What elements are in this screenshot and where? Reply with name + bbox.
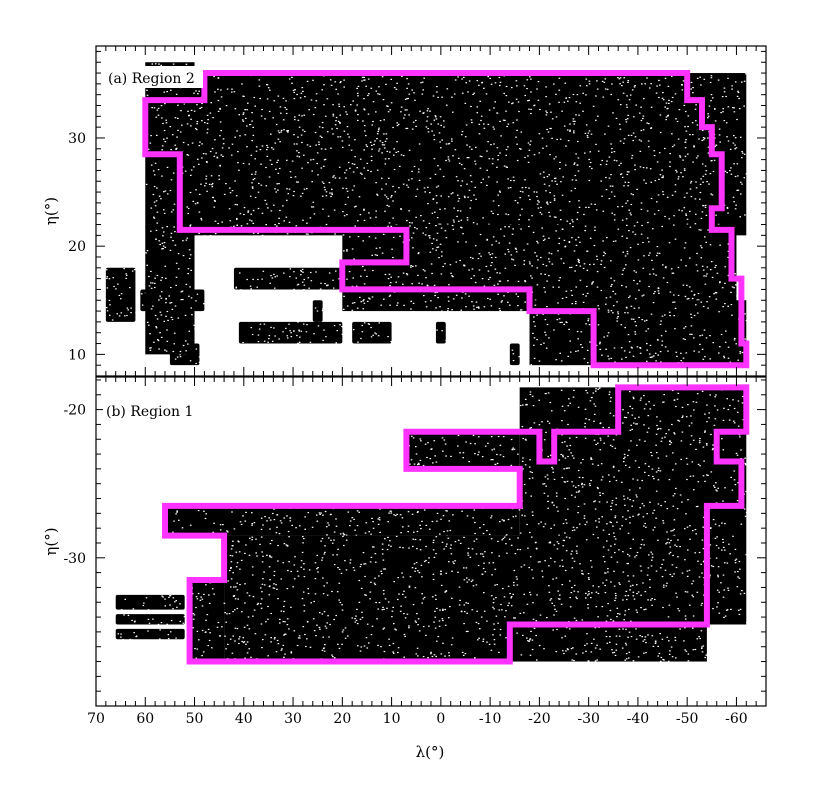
x-tick-label: -50 xyxy=(676,711,699,727)
outside-patch-region-2-4 xyxy=(298,322,342,344)
x-tick-label: 40 xyxy=(235,711,253,727)
outside-patches-region-1 xyxy=(116,595,185,640)
survey-field-region-1-0 xyxy=(406,432,519,469)
outside-patch-region-2-3 xyxy=(239,322,298,344)
x-tick-label: -40 xyxy=(627,711,650,727)
panel-label-region-1: (b) Region 1 xyxy=(106,404,193,420)
x-axis-label: λ(°) xyxy=(416,743,445,761)
survey-field-region-1-4 xyxy=(190,580,224,662)
y-tick-label-region-2: 30 xyxy=(68,131,86,147)
survey-points-region-1 xyxy=(165,387,748,662)
x-tick-label: -60 xyxy=(725,711,748,727)
y-axis-label-region-2: η(°) xyxy=(42,197,60,225)
survey-field-region-2-2 xyxy=(342,225,736,312)
survey-field-region-2-1 xyxy=(185,73,747,235)
outside-patch-region-2-6 xyxy=(436,322,446,344)
x-tick-label: 0 xyxy=(436,711,445,727)
y-tick-label-region-2: 20 xyxy=(68,239,86,255)
outside-patch-region-2-7 xyxy=(510,344,520,366)
x-tick-label: 70 xyxy=(87,711,105,727)
y-tick-label-region-1: -30 xyxy=(63,551,86,567)
panel-label-region-2: (a) Region 2 xyxy=(108,71,195,87)
x-tick-label: 60 xyxy=(136,711,154,727)
x-tick-label: -10 xyxy=(479,711,502,727)
x-tick-label: 20 xyxy=(333,711,351,727)
panel-region-1: -30 -20 (b) Region 1 η(°) xyxy=(42,377,766,706)
x-tick-label: 50 xyxy=(186,711,204,727)
x-tick-label: 10 xyxy=(383,711,401,727)
x-tick-label: -20 xyxy=(528,711,551,727)
outside-patch-region-2-5 xyxy=(352,322,391,344)
x-tick-label: -30 xyxy=(577,711,600,727)
survey-field-region-1-2 xyxy=(165,506,520,536)
survey-points-region-2 xyxy=(145,62,747,366)
y-axis-label-region-1: η(°) xyxy=(42,527,60,555)
panel-region-2: 10 20 30 (a) Region 2 η(°) xyxy=(42,46,766,376)
outside-patch-region-2-0 xyxy=(106,268,136,322)
x-tick-labels: 70 60 50 40 30 20 10 0 -10 -20 -30 -40 -50 -60 xyxy=(87,711,748,727)
y-tick-label-region-1: -20 xyxy=(63,403,86,419)
y-tick-label-region-2: 10 xyxy=(68,347,86,363)
outside-patch-region-1-2 xyxy=(116,629,185,639)
x-tick-label: 30 xyxy=(284,711,302,727)
